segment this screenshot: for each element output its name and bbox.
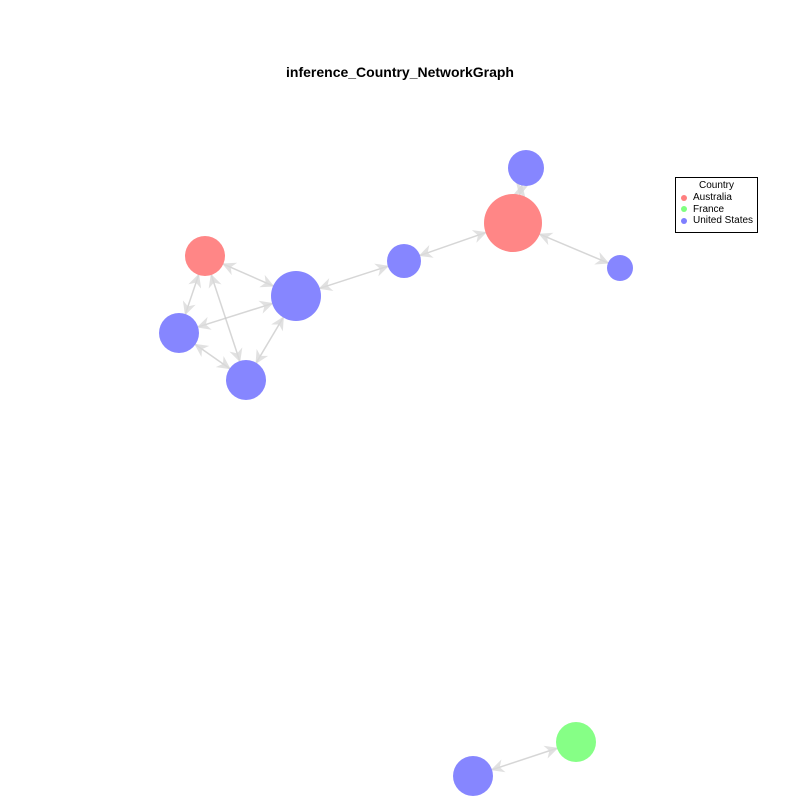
node-n3 <box>159 313 199 353</box>
node-n6 <box>484 194 542 252</box>
edge-n3-n2 <box>196 300 274 330</box>
graph-title: inference_Country_NetworkGraph <box>286 64 514 80</box>
legend-title: Country <box>698 180 734 191</box>
legend-item-united-states: United States <box>676 215 757 227</box>
node-n4 <box>226 360 266 400</box>
legend-item-france: France <box>676 204 757 216</box>
node-n7 <box>508 150 544 186</box>
legend-swatch-france <box>681 206 687 213</box>
legend-label-france: France <box>693 203 725 215</box>
edge-n1-n3 <box>182 273 202 316</box>
edge-n2-n5 <box>318 263 390 291</box>
edge-n3-n4 <box>194 343 231 370</box>
nodes-layer <box>159 150 633 796</box>
edges-layer <box>182 181 610 773</box>
legend-item-australia: Australia <box>676 192 757 204</box>
legend: Country Australia France United States <box>675 177 758 233</box>
legend-swatch-australia <box>681 194 687 201</box>
legend-swatch-united-states <box>681 217 687 224</box>
node-n8 <box>607 255 633 281</box>
node-n10 <box>453 756 493 796</box>
edge-n6-n8 <box>538 232 610 265</box>
node-n1 <box>185 236 225 276</box>
edge-n1-n2 <box>222 262 275 288</box>
legend-label-united-states: United States <box>693 215 754 227</box>
node-n5 <box>387 244 421 278</box>
node-n9 <box>556 722 596 762</box>
edge-n4-n2 <box>255 316 284 364</box>
node-n2 <box>271 271 321 321</box>
edge-n6-n7 <box>512 181 530 199</box>
edge-n9-n10 <box>490 745 559 773</box>
legend-label-australia: Australia <box>693 192 732 204</box>
edge-n5-n6 <box>418 230 487 258</box>
